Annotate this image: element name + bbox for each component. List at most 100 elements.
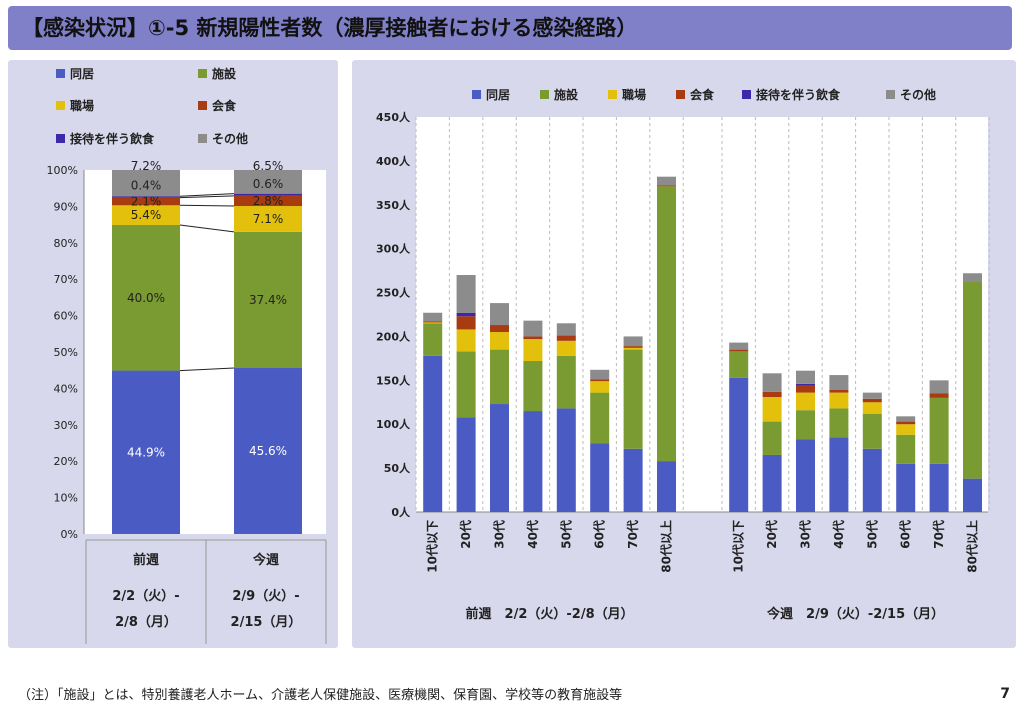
data-label: 40.0% — [127, 291, 165, 305]
bar-segment — [456, 312, 476, 317]
age-chart: 同居 施設 職場 会食 接待を伴う飲食 その他 0人 50人 100人 150人 200人 250人 3… — [376, 87, 990, 622]
period-label: 2/15（月） — [231, 614, 302, 630]
bar-segment — [963, 273, 982, 283]
bar-segment — [729, 351, 749, 378]
legend-label: 施設 — [212, 66, 237, 81]
bar-segment — [556, 323, 576, 336]
bar-segment — [829, 389, 849, 393]
bar-segment — [590, 379, 610, 382]
x-tick-label: 50代 — [864, 520, 879, 549]
bar-segment — [796, 410, 815, 440]
bar-segment — [490, 349, 509, 405]
bar-segment — [929, 393, 949, 398]
bar-segment — [657, 186, 676, 462]
page-title: 【感染状況】①-5 新規陽性者数（濃厚接触者における感染経路） — [8, 6, 1012, 50]
data-label: 2.1% — [131, 194, 162, 208]
connector-line — [179, 204, 235, 207]
data-label: 0.4% — [131, 179, 162, 193]
bar-segment — [963, 478, 982, 512]
bar-segment — [657, 185, 676, 187]
data-label: 0.6% — [253, 177, 284, 191]
y-tick-label: 70% — [54, 273, 78, 286]
data-label: 7.1% — [253, 212, 284, 226]
bar-segment — [490, 404, 509, 512]
legend-label: 職場 — [622, 87, 646, 102]
bar-segment — [456, 329, 476, 352]
bar-segment — [896, 421, 916, 425]
connector-line — [179, 367, 235, 372]
y-tick-label: 50人 — [384, 461, 411, 475]
bar-segment — [523, 320, 543, 337]
y-tick-label: 80% — [54, 237, 78, 250]
y-tick-label: 100% — [47, 164, 78, 177]
footnote: （注）「施設」とは、特別養護老人ホーム、介護老人保健施設、医療機関、保育園、学校… — [18, 688, 623, 703]
y-tick-label: 20% — [54, 455, 78, 468]
bar-segment — [796, 383, 815, 386]
bar-segment — [762, 397, 782, 422]
x-tick-label: 20代 — [458, 520, 473, 549]
bar-segment — [657, 461, 676, 512]
data-label: 2.8% — [253, 194, 284, 208]
bar-segment — [234, 206, 302, 232]
age-chart-panel: 同居 施設 職場 会食 接待を伴う飲食 その他 0人 50人 100人 150人 200人 250人 3… — [352, 60, 1016, 648]
bar-segment — [490, 332, 509, 350]
x-tick-label: 60代 — [898, 520, 913, 549]
y-tick-label: 250人 — [376, 286, 411, 300]
bar-segment — [963, 282, 982, 479]
x-tick-label: 30代 — [492, 520, 507, 549]
legend-label: 同居 — [70, 67, 94, 81]
bar-segment — [112, 224, 180, 371]
bar-segment — [896, 424, 916, 435]
bar-segment — [623, 349, 643, 449]
x-tick-label: 20代 — [764, 520, 779, 549]
bar-segment — [929, 380, 949, 394]
data-label: 5.4% — [131, 208, 162, 222]
y-tick-label: 150人 — [376, 373, 411, 387]
bar-segment — [234, 193, 302, 196]
legend-label: 会食 — [212, 98, 237, 113]
x-category-label: 前週 — [133, 552, 159, 568]
y-tick-label: 350人 — [376, 198, 411, 212]
legend-label: 接待を伴う飲食 — [756, 87, 841, 102]
legend-swatch — [198, 69, 207, 78]
x-category-label: 今週 — [252, 552, 279, 568]
y-tick-label: 0% — [61, 528, 78, 541]
data-label: 45.6% — [249, 444, 287, 458]
data-label: 7.2% — [131, 159, 162, 173]
x-tick-label: 30代 — [798, 520, 813, 549]
x-tick-label: 80代以上 — [965, 520, 980, 573]
bar-segment — [796, 392, 815, 411]
percent-chart-panel: 同居 施設 職場 会食 接待を伴う飲食 その他 0% 10% 20% 30% 40% 50% 60% 70… — [8, 60, 338, 648]
legend-swatch — [540, 90, 549, 99]
connector-line — [179, 193, 235, 197]
bar-segment — [234, 231, 302, 369]
bar-segment — [896, 434, 916, 464]
bar-segment — [112, 370, 180, 534]
connector-line — [179, 195, 235, 199]
y-tick-label: 90% — [54, 200, 78, 213]
bar-segment — [729, 342, 749, 350]
legend-label: その他 — [212, 131, 248, 146]
y-tick-label: 300人 — [376, 242, 411, 256]
bar-segment — [112, 205, 180, 225]
period-label: 2/8（月） — [115, 614, 177, 630]
bar-segment — [829, 408, 849, 438]
bar-segment — [234, 195, 302, 207]
bar-segment — [423, 355, 443, 512]
y-tick-label: 60% — [54, 310, 78, 323]
plot-area — [416, 117, 988, 512]
legend-swatch — [56, 69, 65, 78]
bar-segment — [590, 392, 610, 444]
x-tick-label: 10代以下 — [425, 520, 440, 573]
data-label: 6.5% — [253, 159, 284, 173]
bar-segment — [623, 347, 643, 350]
bar-segment — [796, 385, 815, 393]
bar-segment — [112, 196, 180, 198]
bar-segment — [623, 336, 643, 347]
legend-label: 会食 — [690, 87, 715, 102]
bar-segment — [523, 361, 543, 412]
x-tick-label: 10代以下 — [731, 520, 746, 573]
legend-swatch — [198, 134, 207, 143]
y-tick-label: 400人 — [376, 154, 411, 168]
bar-segment — [729, 377, 749, 512]
